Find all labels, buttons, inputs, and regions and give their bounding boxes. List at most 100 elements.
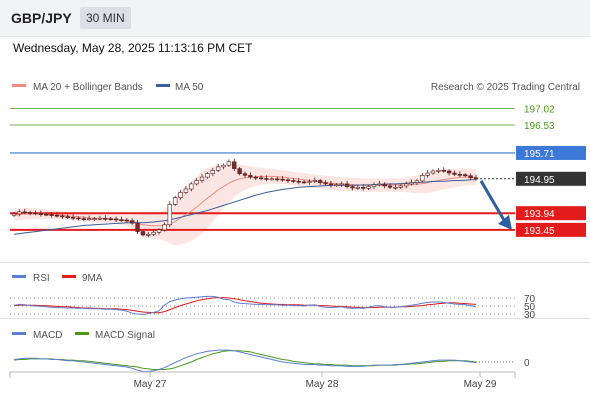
rsi-legend-label: RSI <box>33 273 50 284</box>
candle-body <box>463 174 468 177</box>
candle-body <box>33 212 38 215</box>
candle <box>81 216 87 222</box>
bollinger-band-area <box>14 164 476 246</box>
resistance-level-label: 196.53 <box>524 121 555 132</box>
candle <box>54 212 60 218</box>
candle-body <box>248 175 253 178</box>
candle-body <box>425 172 430 176</box>
candle <box>264 175 269 182</box>
candle-body <box>119 219 124 221</box>
candle-body <box>172 197 178 205</box>
candle-body <box>146 233 151 236</box>
candle-body <box>22 211 27 214</box>
candle <box>291 178 296 183</box>
candle <box>215 163 221 172</box>
candle-body <box>307 181 312 183</box>
candle-body <box>269 178 275 181</box>
candle-body <box>473 177 479 180</box>
panel-divider <box>0 318 590 319</box>
ma50-legend-label: MA 50 <box>175 82 204 93</box>
candle <box>221 163 226 170</box>
candle <box>140 229 146 237</box>
pivot-level-label: 195.71 <box>524 149 555 160</box>
candle-body <box>446 170 452 174</box>
candle-body <box>108 218 113 220</box>
candle <box>463 173 468 178</box>
candle <box>382 182 387 189</box>
candle <box>301 180 307 184</box>
candle <box>398 184 403 190</box>
forecast-arrow-head <box>498 214 512 230</box>
candle <box>210 167 215 177</box>
candle <box>403 181 409 189</box>
candle-body <box>291 180 296 182</box>
candle-body <box>420 175 425 182</box>
candle-body <box>151 231 156 235</box>
candle <box>76 216 81 221</box>
candle <box>275 176 280 182</box>
candle <box>393 184 398 190</box>
candle-body <box>344 183 350 187</box>
candle-body <box>398 185 403 188</box>
candle <box>269 177 275 181</box>
candle <box>414 179 420 185</box>
macd-legend-swatch <box>12 332 26 335</box>
candle <box>425 169 430 178</box>
candle-body <box>103 217 108 220</box>
candle <box>318 178 323 185</box>
candle-body <box>215 166 221 171</box>
candle <box>44 212 49 217</box>
candle <box>344 180 350 189</box>
macd-line <box>13 349 477 372</box>
candle-body <box>54 214 60 217</box>
candles <box>11 158 479 238</box>
candle <box>366 184 371 191</box>
candle-body <box>318 180 323 183</box>
candle <box>146 231 151 238</box>
candle-body <box>70 216 76 219</box>
candle-body <box>436 169 441 172</box>
candle-body <box>81 218 87 220</box>
panel-divider <box>0 262 590 263</box>
candle-body <box>162 224 167 231</box>
timeframe-button[interactable]: 30 MIN <box>80 7 131 29</box>
candle-body <box>242 173 248 176</box>
candle-body <box>60 215 65 218</box>
candle <box>355 184 360 190</box>
candle-body <box>312 180 318 182</box>
candle <box>167 201 172 228</box>
candle-body <box>387 185 393 188</box>
candle-body <box>264 178 269 180</box>
candle <box>113 216 119 223</box>
candle <box>328 180 334 188</box>
candle <box>441 167 446 173</box>
candle <box>312 177 318 184</box>
rsi-ma-legend-swatch <box>62 275 76 278</box>
candle-body <box>253 176 258 179</box>
candle <box>151 229 156 236</box>
candle <box>468 173 473 181</box>
candle <box>334 182 339 187</box>
candle-body <box>382 183 387 187</box>
x-axis: May 27 May 28 May 29 <box>9 371 516 390</box>
candle <box>189 182 194 192</box>
candle-body <box>339 183 344 186</box>
support-level-tag <box>516 222 586 237</box>
ma50-legend-swatch <box>156 84 170 87</box>
candle <box>135 220 140 234</box>
macd-signal-legend-label: MACD Signal <box>95 330 155 341</box>
candle-body <box>296 180 301 183</box>
candle <box>92 216 97 222</box>
rsi-tick-label: 30 <box>524 310 536 321</box>
support-level-label: 193.45 <box>524 226 555 237</box>
rsi-ma-legend-label: 9MA <box>82 273 103 284</box>
candle <box>156 228 162 235</box>
candle <box>296 178 301 185</box>
candle <box>420 173 425 183</box>
rsi-legend-swatch <box>12 275 26 278</box>
candle <box>387 183 393 190</box>
candle-body <box>140 231 146 236</box>
forecast-arrow-shaft <box>479 180 507 223</box>
candle-body <box>113 218 119 221</box>
last-price-label: 194.95 <box>524 175 555 186</box>
